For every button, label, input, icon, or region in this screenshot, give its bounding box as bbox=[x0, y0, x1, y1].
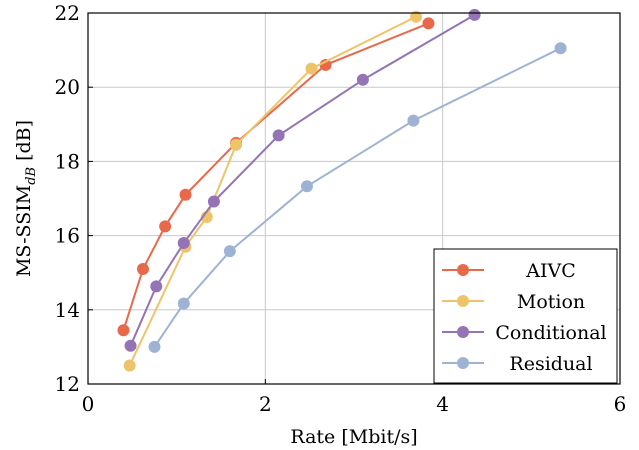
y-tick-label: 16 bbox=[55, 224, 80, 248]
legend-marker-aivc bbox=[457, 264, 469, 276]
x-tick-label: 0 bbox=[82, 392, 95, 416]
legend-label-motion: Motion bbox=[517, 291, 585, 313]
series-line-conditional bbox=[129, 14, 476, 347]
x-tick-label: 4 bbox=[436, 392, 449, 416]
data-point-conditional bbox=[207, 195, 220, 208]
x-tick-label: 2 bbox=[259, 392, 272, 416]
data-point-residual bbox=[148, 340, 161, 353]
series-conditional bbox=[124, 8, 481, 352]
legend-label-aivc: AIVC bbox=[525, 260, 576, 282]
data-point-aivc bbox=[117, 324, 130, 337]
data-point-motion bbox=[123, 359, 136, 372]
series-line-residual bbox=[153, 47, 562, 348]
legend-item-residual: Residual bbox=[442, 353, 593, 375]
data-point-residual bbox=[177, 297, 190, 310]
y-tick-label: 20 bbox=[55, 75, 80, 99]
legend-item-aivc: AIVC bbox=[442, 260, 576, 282]
y-tick-label: 22 bbox=[55, 1, 80, 25]
x-tick-label: 6 bbox=[614, 392, 627, 416]
data-point-residual bbox=[223, 245, 236, 258]
y-axis-label-unit: [dB] bbox=[13, 120, 35, 161]
data-point-conditional bbox=[177, 237, 190, 250]
series-residual bbox=[148, 42, 567, 353]
data-point-motion bbox=[410, 10, 423, 23]
y-tick-label: 12 bbox=[55, 372, 80, 396]
legend-label-residual: Residual bbox=[509, 353, 592, 375]
data-point-conditional bbox=[468, 8, 481, 21]
legend-item-motion: Motion bbox=[442, 291, 585, 313]
x-axis-label: Rate [Mbit/s] bbox=[290, 426, 417, 448]
data-point-conditional bbox=[150, 280, 163, 293]
data-point-motion bbox=[230, 138, 243, 151]
y-tick-label: 14 bbox=[55, 298, 80, 322]
legend-marker-motion bbox=[457, 295, 469, 307]
data-point-aivc bbox=[319, 58, 332, 71]
legend: AIVC Motion Conditional Residual bbox=[433, 248, 618, 384]
data-point-aivc bbox=[136, 262, 149, 275]
series-motion bbox=[123, 10, 423, 372]
series-layer bbox=[117, 8, 567, 372]
legend-label-conditional: Conditional bbox=[495, 322, 606, 344]
legend-item-conditional: Conditional bbox=[442, 322, 607, 344]
data-point-conditional bbox=[272, 129, 285, 142]
legend-marker-conditional bbox=[457, 326, 469, 338]
y-axis-label: MS-SSIMdB [dB] bbox=[13, 120, 39, 277]
data-point-residual bbox=[554, 42, 567, 55]
y-axis-label-sub: dB bbox=[24, 167, 39, 185]
legend-marker-residual bbox=[457, 357, 469, 369]
y-axis-label-main: MS-SSIM bbox=[13, 185, 35, 277]
y-tick-label: 18 bbox=[55, 149, 80, 173]
data-point-residual bbox=[407, 114, 420, 127]
ticks: 0 2 4 6 12 14 16 18 20 22 bbox=[55, 1, 627, 416]
data-point-motion bbox=[305, 62, 318, 75]
data-point-conditional bbox=[124, 339, 137, 352]
data-point-residual bbox=[301, 180, 314, 193]
series-line-motion bbox=[128, 15, 417, 366]
data-point-aivc bbox=[179, 188, 192, 201]
plot-frame bbox=[87, 12, 621, 385]
series-aivc bbox=[117, 17, 435, 337]
data-point-aivc bbox=[422, 17, 435, 30]
data-point-aivc bbox=[159, 220, 172, 233]
data-point-conditional bbox=[356, 73, 369, 86]
